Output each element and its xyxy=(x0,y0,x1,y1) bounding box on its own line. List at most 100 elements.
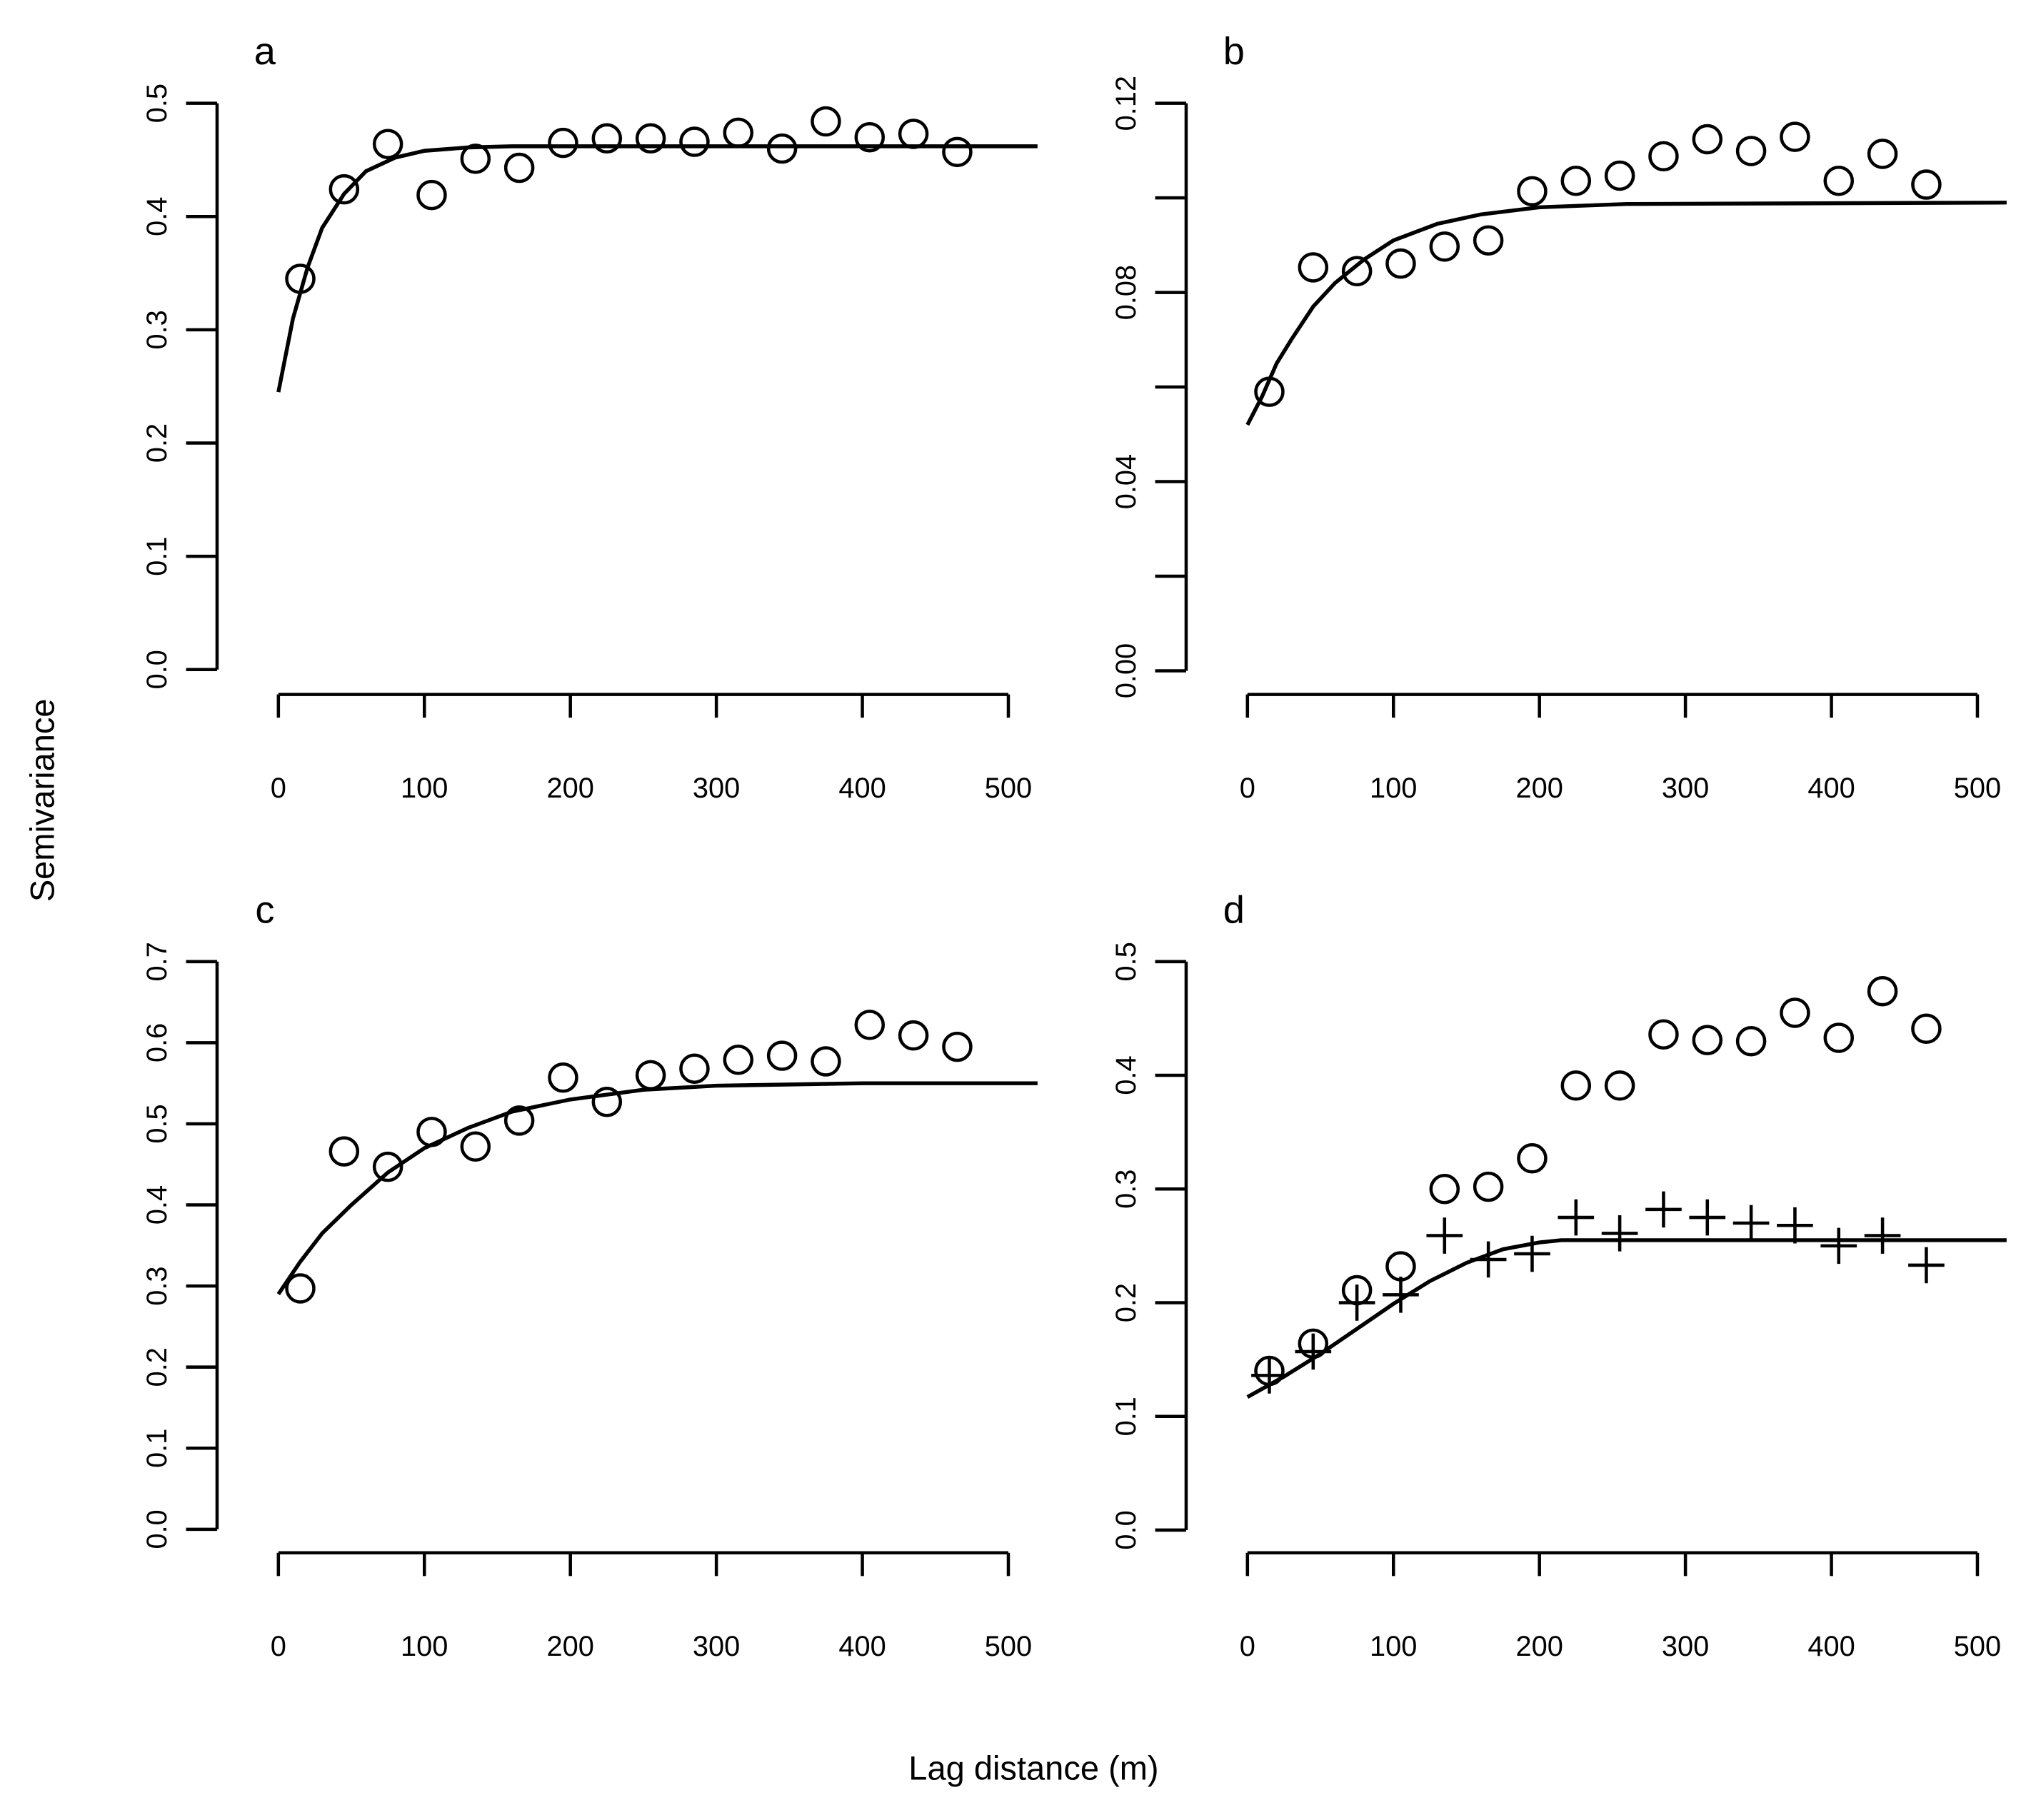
x-tick-label: 200 xyxy=(546,1631,593,1662)
cross-point xyxy=(1777,1207,1813,1244)
fit-curve xyxy=(1245,201,2007,426)
x-tick-label: 200 xyxy=(546,773,593,804)
y-tick-label: 0.0 xyxy=(1110,1510,1142,1549)
x-tick-label: 300 xyxy=(693,1631,740,1662)
circle-point xyxy=(723,117,754,149)
x-tick-label: 100 xyxy=(401,1631,448,1662)
y-tick-label: 0.7 xyxy=(141,942,173,981)
cross-point xyxy=(1514,1235,1550,1272)
circle-point xyxy=(1911,1013,1942,1044)
y-axis-title: Semivariance xyxy=(24,698,61,902)
x-tick-label: 100 xyxy=(1370,773,1417,804)
circle-point xyxy=(416,179,447,211)
circle-point xyxy=(1735,1026,1767,1057)
fit-curve xyxy=(276,1081,1038,1295)
y-tick-label: 0.2 xyxy=(141,423,173,463)
circle-point xyxy=(766,133,798,164)
x-tick-label: 400 xyxy=(1807,1631,1855,1662)
y-tick-label: 0.0 xyxy=(141,1509,173,1549)
circle-point xyxy=(635,123,666,154)
panel: b 0 100 200 300 400 500 0.00 0.04 0.08 0.12 xyxy=(1110,30,2007,804)
circle-point xyxy=(898,1020,929,1051)
circle-point xyxy=(1517,176,1548,207)
circle-point xyxy=(1560,1070,1592,1101)
circle-point xyxy=(1604,160,1635,191)
cross-point xyxy=(1601,1215,1638,1252)
circle-point xyxy=(372,129,403,159)
cross-point xyxy=(1864,1217,1901,1254)
circle-point xyxy=(635,1060,666,1091)
y-tick-label: 0.5 xyxy=(141,1104,173,1143)
y-tick-label: 0.5 xyxy=(141,84,173,123)
cross-point xyxy=(1820,1227,1857,1265)
circle-point xyxy=(1780,997,1810,1028)
circle-point xyxy=(503,1105,535,1136)
y-tick-label: 0.4 xyxy=(1110,1055,1142,1095)
circle-point xyxy=(811,1046,841,1077)
fit-curve xyxy=(1246,1238,2007,1399)
cross-point xyxy=(1251,1357,1288,1394)
x-tick-label: 500 xyxy=(985,773,1032,804)
circle-point xyxy=(1604,1070,1635,1101)
panel: c 0 100 200 300 400 500 0.0 0.1 0.2 0.3 0.4 0.5 0.6 0.… xyxy=(141,888,1038,1662)
y-tick-label: 0.4 xyxy=(141,1185,173,1225)
circle-point xyxy=(1385,1251,1416,1282)
circle-point xyxy=(1298,252,1329,283)
circle-point xyxy=(1341,256,1373,287)
panel-label: d xyxy=(1223,888,1245,931)
circle-point xyxy=(1867,975,1898,1007)
y-tick-label: 0.2 xyxy=(1110,1283,1142,1322)
x-tick-label: 0 xyxy=(271,1631,286,1662)
circle-point xyxy=(679,126,710,157)
circle-point xyxy=(1473,225,1504,256)
circle-point xyxy=(503,152,535,183)
circle-point xyxy=(854,121,886,153)
circle-point xyxy=(942,1031,973,1062)
x-tick-label: 100 xyxy=(401,773,448,804)
circle-point xyxy=(591,1087,623,1117)
y-tick-label: 0.3 xyxy=(141,310,173,349)
circle-point xyxy=(766,1040,798,1071)
circle-point xyxy=(1560,166,1592,196)
cross-point xyxy=(1689,1199,1726,1236)
circle-point xyxy=(854,1010,886,1040)
x-tick-label: 500 xyxy=(1954,773,2001,804)
circle-point xyxy=(1867,139,1898,169)
panel-label: c xyxy=(255,888,274,931)
y-tick-label: 0.1 xyxy=(141,536,173,575)
fit-curve xyxy=(276,144,1038,393)
circle-point xyxy=(811,106,841,137)
y-tick-label: 0.08 xyxy=(1110,265,1142,320)
circle-point xyxy=(372,1151,403,1182)
x-tick-label: 0 xyxy=(271,773,286,804)
circle-point xyxy=(1780,121,1810,152)
circle-point xyxy=(548,127,578,159)
x-tick-label: 400 xyxy=(838,1631,886,1662)
x-tick-label: 0 xyxy=(1240,773,1255,804)
y-tick-label: 0.00 xyxy=(1110,643,1142,698)
circle-point xyxy=(1385,248,1416,279)
y-tick-label: 0.1 xyxy=(1110,1397,1142,1436)
cross-point xyxy=(1645,1191,1682,1228)
x-tick-label: 300 xyxy=(1662,773,1709,804)
y-tick-label: 0.4 xyxy=(141,197,173,236)
circle-point xyxy=(548,1062,578,1093)
x-tick-label: 500 xyxy=(1954,1631,2001,1662)
cross-point xyxy=(1908,1247,1945,1284)
y-tick-label: 0.3 xyxy=(141,1266,173,1305)
circle-point xyxy=(1429,1174,1460,1205)
panel: a 0 100 200 300 400 500 0.0 0.1 0.2 0.3 0.4 0.5 xyxy=(141,30,1038,804)
x-tick-label: 0 xyxy=(1240,1631,1255,1662)
circle-point xyxy=(460,144,491,174)
circle-point xyxy=(1692,1025,1723,1055)
y-tick-label: 0.0 xyxy=(141,650,173,689)
x-tick-label: 300 xyxy=(693,773,740,804)
cross-point xyxy=(1732,1205,1770,1242)
circle-point xyxy=(460,1131,491,1162)
circle-point xyxy=(1735,136,1767,166)
x-tick-label: 500 xyxy=(985,1631,1032,1662)
circle-point xyxy=(1823,166,1855,196)
circle-point xyxy=(1692,124,1723,155)
cross-point xyxy=(1426,1217,1463,1254)
